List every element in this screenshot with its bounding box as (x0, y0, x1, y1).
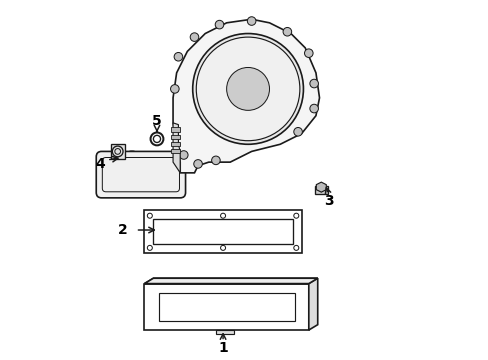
Polygon shape (216, 330, 233, 334)
Circle shape (190, 33, 198, 41)
Circle shape (192, 33, 303, 144)
Circle shape (283, 27, 291, 36)
Text: 2: 2 (118, 223, 128, 237)
Circle shape (211, 156, 220, 165)
Bar (171, 142, 180, 146)
Circle shape (309, 104, 318, 113)
Circle shape (174, 53, 183, 61)
Circle shape (293, 127, 302, 136)
Circle shape (196, 37, 299, 141)
Text: 4: 4 (95, 157, 104, 171)
Bar (314, 186, 327, 194)
Circle shape (215, 20, 224, 29)
Circle shape (170, 85, 179, 93)
Circle shape (226, 67, 269, 111)
Circle shape (179, 151, 188, 159)
Text: 5: 5 (152, 114, 162, 128)
Polygon shape (308, 278, 317, 330)
Text: 3: 3 (323, 194, 333, 208)
Bar (171, 149, 180, 153)
Text: 1: 1 (218, 341, 227, 355)
Bar (110, 144, 124, 158)
Polygon shape (173, 123, 180, 173)
Circle shape (193, 159, 202, 168)
Bar (171, 127, 180, 132)
Polygon shape (316, 182, 325, 192)
FancyBboxPatch shape (96, 152, 185, 198)
Bar (171, 135, 180, 139)
Polygon shape (144, 278, 317, 284)
Circle shape (304, 49, 312, 58)
Bar (153, 219, 292, 244)
Bar (144, 210, 301, 253)
Polygon shape (173, 19, 319, 173)
Circle shape (309, 79, 318, 88)
Circle shape (247, 17, 255, 25)
